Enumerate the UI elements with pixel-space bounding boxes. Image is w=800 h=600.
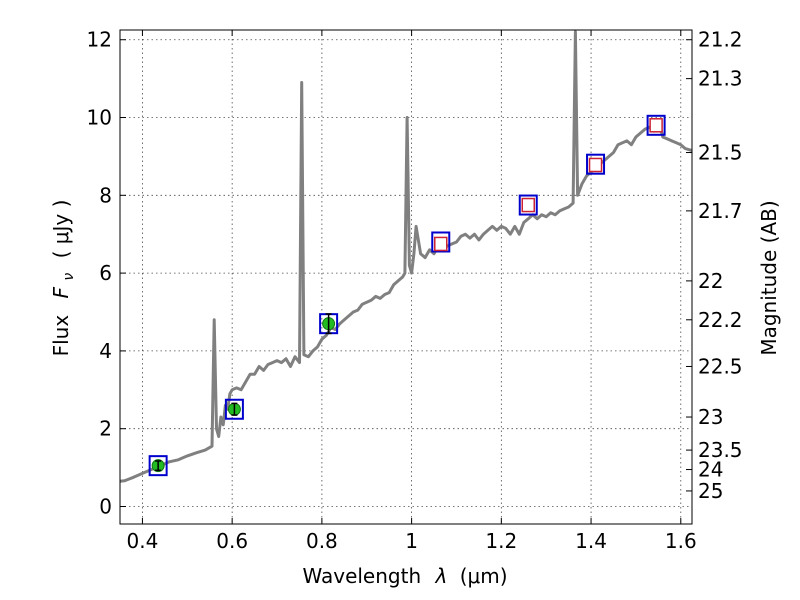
y-tick-label: 12: [87, 28, 112, 52]
x-tick-label: 0.6: [216, 529, 248, 553]
plot-frame: [119, 29, 693, 525]
y2-tick-label: 21.7: [698, 199, 743, 223]
observed-point: [588, 157, 603, 173]
series-layer: [119, 30, 693, 483]
synthetic-photometry-box: [586, 153, 606, 175]
x-tick-label: 0.4: [127, 529, 159, 553]
y2-tick-label: 22.5: [698, 354, 743, 378]
synthetic-photometry-box: [431, 231, 451, 253]
y-tick-label: 10: [87, 106, 112, 130]
y-axis-label: Flux F ν ( μJy ): [49, 200, 78, 357]
y2-tick-label: 24: [698, 458, 723, 482]
y2-tick-label: 21.2: [698, 28, 743, 52]
y2-tick-label: 22: [698, 269, 723, 293]
y-axis-label-main: Flux: [49, 315, 73, 357]
y-tick-label: 0: [99, 494, 112, 518]
y2-tick-label: 22.2: [698, 308, 743, 332]
y2-tick-label: 21.3: [698, 67, 743, 91]
x-tick-label: 1: [405, 529, 418, 553]
y2-tick-label: 23: [698, 405, 723, 429]
y2-tick-label: 23.5: [698, 438, 743, 462]
synthetic-photometry-box: [148, 455, 168, 477]
y2-axis-label: Magnitude (AB): [757, 200, 781, 355]
x-tick-label: 1.2: [485, 529, 517, 553]
observed-point: [434, 236, 448, 252]
x-axis-label-main: Wavelength: [302, 564, 421, 588]
synthetic-photometry-box: [518, 194, 538, 216]
observed-point: [521, 197, 536, 213]
x-axis-label-unit: (μm): [460, 564, 508, 588]
x-axis-label-symbol: λ: [435, 564, 448, 588]
x-axis-label: Wavelength λ (μm): [302, 564, 507, 588]
x-tick-label: 0.8: [306, 529, 338, 553]
marker-layer: [148, 114, 666, 477]
y-tick-label: 4: [99, 339, 112, 363]
y-axis-label-subscript: ν: [61, 273, 77, 281]
x-tick-label: 1.6: [665, 529, 697, 553]
y-tick-label: 8: [99, 183, 112, 207]
y-axis-label-unit: ( μJy ): [49, 200, 73, 259]
synthetic-photometry-box: [646, 114, 666, 136]
y-tick-label: 6: [99, 261, 112, 285]
spectrum-line: [119, 30, 693, 483]
y-tick-label: 2: [99, 417, 112, 441]
y2-tick-label: 21.5: [698, 141, 743, 165]
x-tick-label: 1.4: [575, 529, 607, 553]
observed-point: [649, 118, 663, 133]
y-axis-label-symbol: F: [49, 286, 73, 298]
y2-tick-label: 25: [698, 479, 723, 503]
synthetic-photometry-box: [224, 398, 244, 420]
